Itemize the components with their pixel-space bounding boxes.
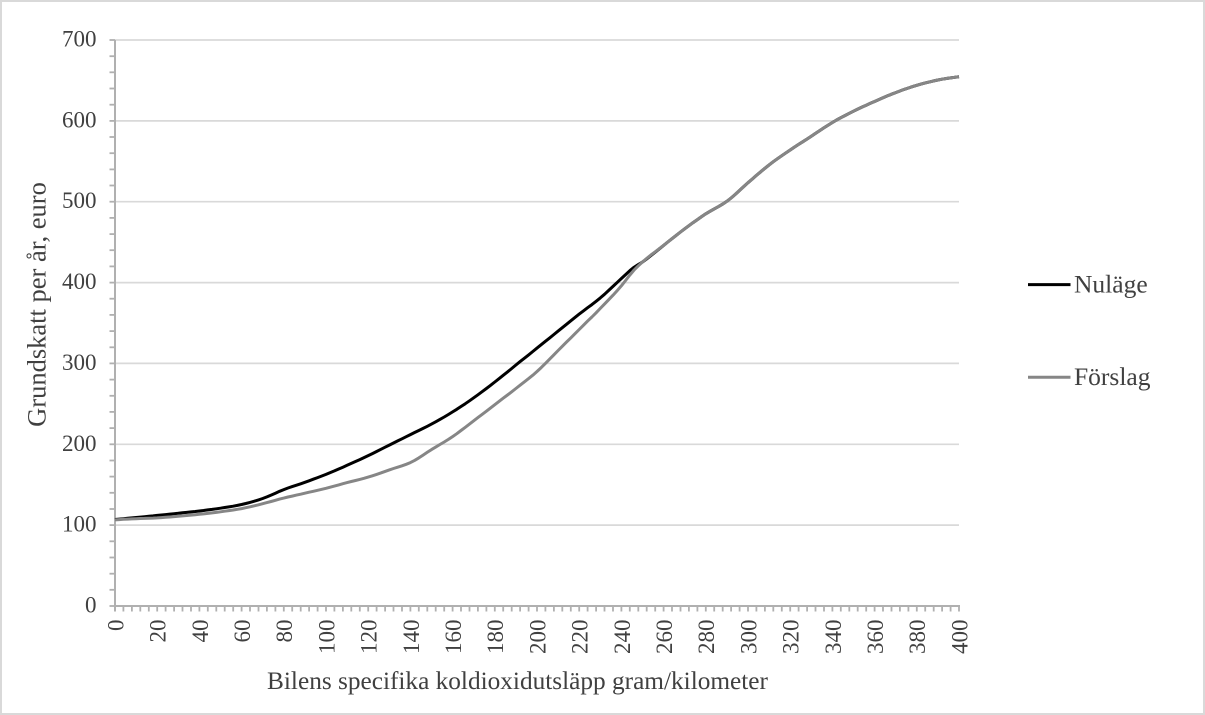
svg-text:300: 300 (736, 620, 761, 655)
svg-text:60: 60 (230, 620, 255, 643)
svg-text:160: 160 (441, 620, 466, 655)
svg-text:600: 600 (62, 107, 97, 132)
svg-text:0: 0 (85, 593, 97, 618)
svg-text:120: 120 (357, 620, 382, 655)
svg-text:240: 240 (610, 620, 635, 655)
svg-text:260: 260 (652, 620, 677, 655)
svg-text:200: 200 (62, 431, 97, 456)
svg-text:400: 400 (947, 620, 972, 655)
svg-text:40: 40 (188, 620, 213, 643)
svg-text:80: 80 (272, 620, 297, 643)
svg-text:300: 300 (62, 350, 97, 375)
svg-text:380: 380 (905, 620, 930, 655)
svg-text:100: 100 (314, 620, 339, 655)
svg-text:Nuläge: Nuläge (1074, 269, 1148, 298)
svg-text:180: 180 (483, 620, 508, 655)
svg-text:Bilens specifika koldioxidutsl: Bilens specifika koldioxidutsläpp gram/k… (267, 667, 768, 695)
svg-text:20: 20 (146, 620, 171, 643)
svg-text:340: 340 (821, 620, 846, 655)
svg-text:400: 400 (62, 269, 97, 294)
svg-text:280: 280 (694, 620, 719, 655)
svg-text:500: 500 (62, 188, 97, 213)
svg-text:360: 360 (863, 620, 888, 655)
svg-text:700: 700 (62, 27, 97, 52)
svg-text:140: 140 (399, 620, 424, 655)
svg-text:Grundskatt per år, euro: Grundskatt per år, euro (22, 182, 52, 427)
svg-text:200: 200 (525, 620, 550, 655)
svg-text:0: 0 (103, 620, 128, 632)
svg-text:100: 100 (62, 512, 97, 537)
svg-text:220: 220 (568, 620, 593, 655)
svg-text:320: 320 (779, 620, 804, 655)
svg-text:Förslag: Förslag (1074, 362, 1151, 391)
